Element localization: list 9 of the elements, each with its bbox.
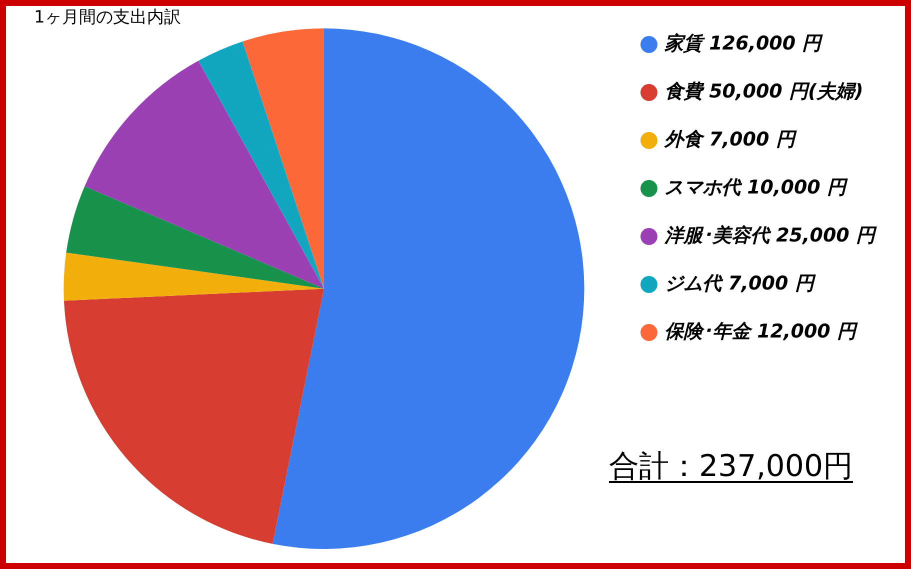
legend-label: 外食 7,000 円 (663, 128, 797, 150)
legend-label: 洋服･美容代 25,000 円 (663, 224, 877, 246)
legend-label: 家賃 126,000 円 (663, 32, 824, 54)
legend-label: ジム代 7,000 円 (664, 272, 816, 294)
chart-title: 1ヶ月間の支出内訳 (34, 8, 181, 28)
legend-label: 食費 50,000 円(夫婦) (664, 80, 864, 102)
text: 合計：237,000円 (608, 449, 854, 484)
legend-label: 保険･年金 12,000 円 (664, 320, 858, 342)
legend-label: スマホ代 10,000 円 (664, 176, 848, 198)
